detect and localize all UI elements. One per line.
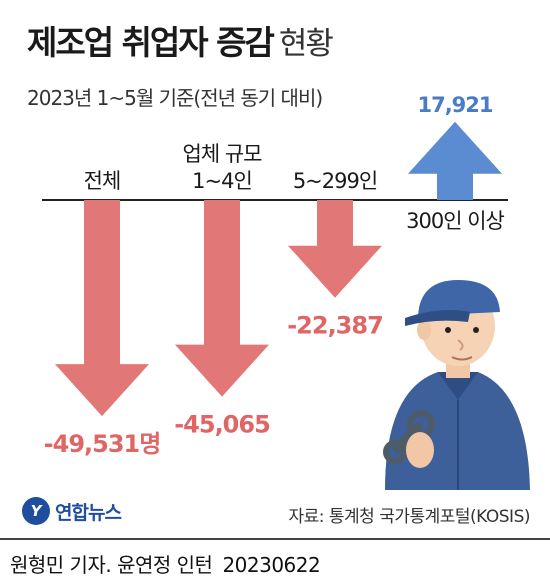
credit-line: 원형민 기자. 윤연정 인턴 20230622 — [10, 549, 321, 578]
chart-subtitle: 2023년 1~5월 기준(전년 동기 대비) — [27, 86, 323, 110]
bar-arrow-2 — [288, 200, 382, 298]
category-label-0: 전체 — [84, 169, 121, 193]
data-label-1: -45,065 — [174, 411, 270, 439]
data-label-3: 17,921 — [417, 93, 492, 117]
category-label-2: 5~299인 — [293, 169, 377, 193]
source-note: 자료: 통계청 국가통계포털(KOSIS) — [288, 507, 530, 527]
category-label-1-line-1: 1~4인 — [192, 169, 252, 193]
data-label-2: -22,387 — [287, 312, 383, 340]
bar-arrow-0 — [55, 200, 149, 417]
title-main: 제조업 취업자 증감 — [27, 23, 275, 62]
bar-arrow-1 — [175, 200, 269, 397]
credit-date: 20230622 — [222, 553, 321, 577]
chart-title: 제조업 취업자 증감 현황 — [27, 16, 334, 64]
worker-illustration-icon — [383, 280, 530, 490]
chart-area: -49,531명 전체 -45,065 업체 규모 1~4인 -22,387 5~299인 1… — [42, 93, 530, 490]
logo-text: 연합뉴스 — [55, 501, 122, 524]
data-label-0: -49,531명 — [44, 430, 161, 458]
yonhap-logo: Y 연합뉴스 — [22, 497, 122, 525]
category-label-3: 300인 이상 — [406, 209, 504, 233]
title-suffix: 현황 — [278, 26, 334, 62]
category-label-1-line-0: 업체 규모 — [183, 142, 263, 166]
bar-arrow-3 — [408, 121, 502, 200]
logo-mark-icon: Y — [22, 497, 50, 525]
footer-divider — [0, 538, 550, 540]
credit-author: 원형민 기자. 윤연정 인턴 — [10, 553, 213, 577]
